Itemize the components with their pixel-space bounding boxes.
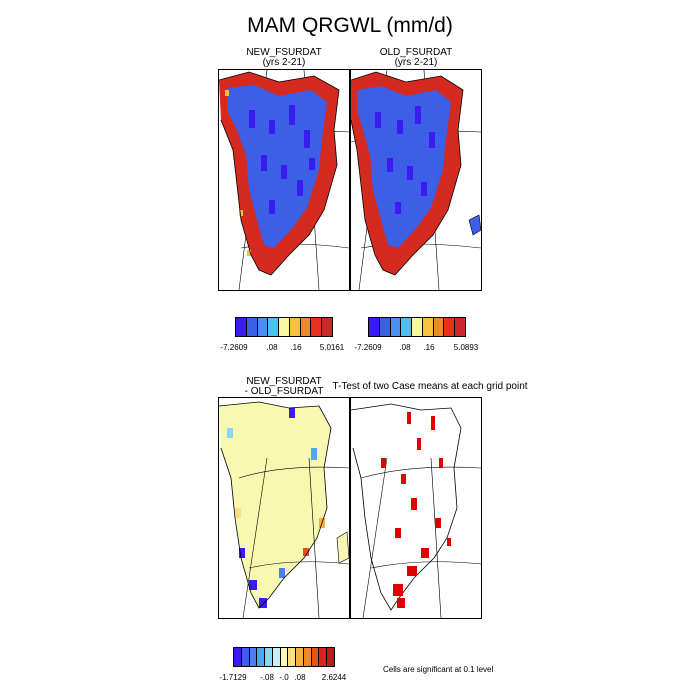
colorbar-old-label-3: .16 bbox=[423, 343, 435, 352]
coastline bbox=[219, 71, 340, 276]
colorbar-swatch bbox=[265, 648, 273, 666]
colorbar-swatch bbox=[322, 318, 333, 336]
map-panel-new bbox=[218, 69, 350, 291]
colorbar-diff-labels: -1.7129 -.08 -.0 .08 2.6244 bbox=[0, 673, 700, 685]
colorbar-swatch bbox=[319, 648, 328, 666]
panel-title-new-line2: (yrs 2-21) bbox=[262, 57, 306, 68]
colorbar-swatch bbox=[401, 318, 413, 336]
coastline bbox=[219, 401, 332, 609]
colorbar-old bbox=[368, 317, 466, 337]
colorbar-old-labels: -7.2609 .08 .16 5.0893 bbox=[0, 343, 700, 355]
map-old-svg bbox=[351, 70, 481, 290]
colorbar-new-label-3: .16 bbox=[290, 343, 302, 352]
colorbar-new-label-max: 5.0161 bbox=[319, 343, 345, 352]
canada-coast bbox=[468, 214, 481, 236]
colorbar-swatch bbox=[311, 648, 320, 666]
colorbar-new bbox=[235, 317, 333, 337]
greenland-fill bbox=[219, 402, 331, 608]
footnote: Cells are significant at 0.1 level bbox=[383, 665, 494, 674]
graticule bbox=[238, 457, 349, 618]
colorbar-diff-label-min: -1.7129 bbox=[219, 673, 247, 682]
colorbar-swatch bbox=[300, 318, 312, 336]
map-new-svg bbox=[219, 70, 349, 290]
colorbar-diff bbox=[233, 647, 335, 667]
canada-coast bbox=[336, 531, 349, 564]
colorbar-diff-label-max: 2.6244 bbox=[321, 673, 347, 682]
colorbar-new-label-2: .08 bbox=[266, 343, 278, 352]
colorbar-diff-label-3: -.0 bbox=[279, 673, 289, 682]
panel-title-old-line2: (yrs 2-21) bbox=[394, 57, 438, 68]
figure-title: MAM QRGWL (mm/d) bbox=[247, 14, 453, 37]
colorbar-swatch bbox=[234, 648, 242, 666]
map-panel-diff bbox=[218, 397, 350, 619]
colorbar-swatch bbox=[327, 648, 334, 666]
colorbar-swatch bbox=[289, 318, 301, 336]
map-ttest-svg bbox=[351, 403, 481, 618]
colorbar-swatch bbox=[412, 318, 423, 336]
deep-blue-cells bbox=[375, 106, 435, 214]
colorbar-swatch bbox=[280, 648, 289, 666]
panel-title-new: NEW_FSURDAT (yrs 2-21) bbox=[218, 48, 350, 68]
panel-title-ttest: T-Test of two Case means at each grid po… bbox=[332, 381, 528, 392]
colorbar-swatch bbox=[455, 318, 466, 336]
coastline bbox=[351, 403, 462, 611]
colorbar-new-labels: -7.2609 .08 .16 5.0161 bbox=[0, 343, 700, 355]
colorbar-diff-label-2: -.08 bbox=[260, 673, 274, 682]
panel-title-diff: NEW_FSURDAT - OLD_FSURDAT bbox=[218, 377, 350, 397]
colorbar-swatch bbox=[444, 318, 456, 336]
colorbar-swatch bbox=[390, 318, 402, 336]
colorbar-swatch bbox=[288, 648, 297, 666]
colorbar-swatch bbox=[257, 648, 266, 666]
panel-title-old: OLD_FSURDAT (yrs 2-21) bbox=[350, 48, 482, 68]
colorbar-old-label-min: -7.2609 bbox=[354, 343, 382, 352]
colorbar-swatch bbox=[303, 648, 312, 666]
panel-title-diff-line2: - OLD_FSURDAT bbox=[244, 386, 324, 397]
colorbar-swatch bbox=[236, 318, 247, 336]
significant-cells bbox=[381, 412, 451, 608]
graticule bbox=[360, 457, 481, 618]
colorbar-old-label-max: 5.0893 bbox=[453, 343, 479, 352]
map-panel-old bbox=[350, 69, 482, 291]
colorbar-swatch bbox=[249, 648, 258, 666]
panel-title-new-line1: NEW_FSURDAT bbox=[246, 47, 322, 58]
colorbar-swatch bbox=[422, 318, 434, 336]
colorbar-swatch bbox=[311, 318, 323, 336]
deep-blue-cells bbox=[249, 105, 315, 214]
coastline bbox=[351, 71, 464, 276]
colorbar-swatch bbox=[246, 318, 258, 336]
panel-title-diff-line1: NEW_FSURDAT bbox=[246, 376, 322, 387]
colorbar-swatch bbox=[241, 648, 250, 666]
colorbar-swatch bbox=[257, 318, 269, 336]
colorbar-swatch bbox=[272, 648, 281, 666]
colorbar-swatch bbox=[279, 318, 290, 336]
yellow-coast-cells bbox=[225, 90, 251, 256]
map-panel-ttest bbox=[350, 397, 482, 619]
panel-title-old-line1: OLD_FSURDAT bbox=[379, 47, 453, 58]
colorbar-new-label-min: -7.2609 bbox=[220, 343, 248, 352]
colorbar-old-label-2: .08 bbox=[399, 343, 411, 352]
colorbar-swatch bbox=[296, 648, 304, 666]
colorbar-swatch bbox=[379, 318, 391, 336]
colorbar-swatch bbox=[268, 318, 280, 336]
colorbar-swatch bbox=[369, 318, 380, 336]
colorbar-swatch bbox=[433, 318, 445, 336]
colorbar-diff-label-4: .08 bbox=[294, 673, 306, 682]
map-diff-svg bbox=[219, 401, 349, 618]
